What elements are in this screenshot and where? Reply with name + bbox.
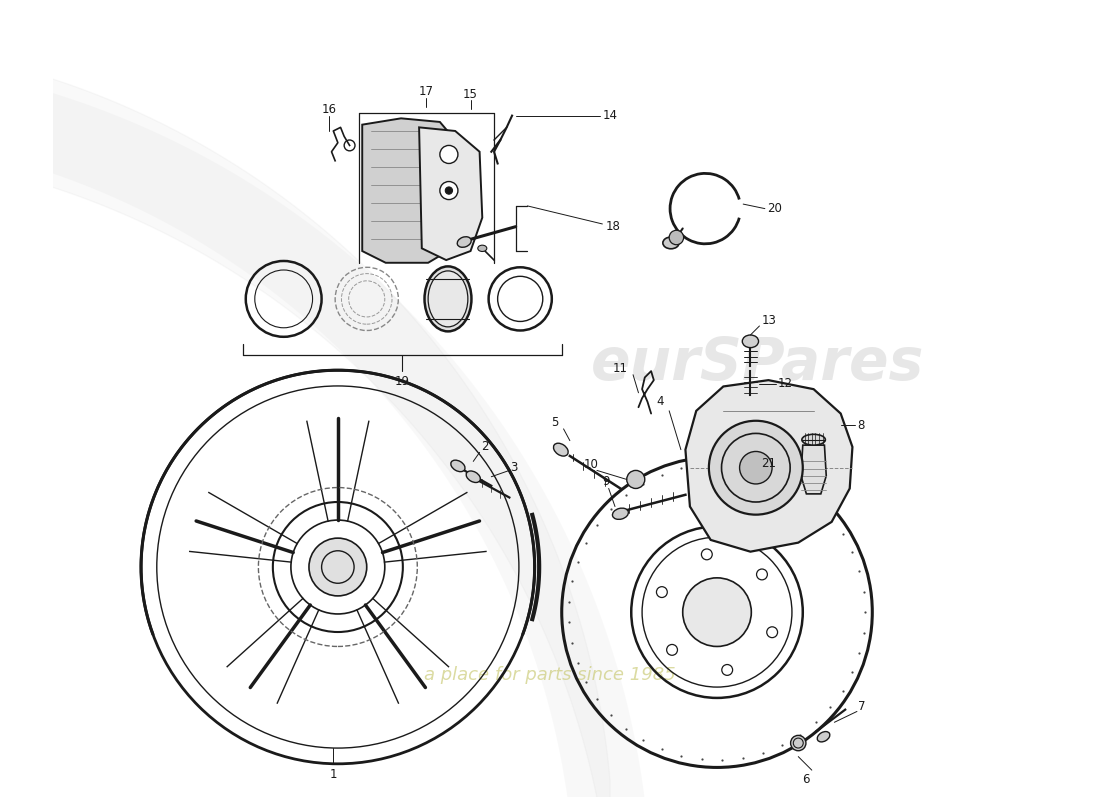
Circle shape [627,470,645,489]
Circle shape [669,230,683,245]
Circle shape [657,586,668,598]
Text: 15: 15 [463,88,478,102]
Text: 3: 3 [510,462,518,474]
Ellipse shape [451,460,465,472]
Text: 8: 8 [857,418,865,432]
Text: 18: 18 [606,220,620,233]
Ellipse shape [428,271,468,327]
Text: a place for parts since 1985: a place for parts since 1985 [425,666,675,684]
Text: 12: 12 [778,378,792,390]
Text: 9: 9 [602,474,609,488]
Circle shape [722,665,733,675]
Circle shape [708,421,803,514]
Text: 14: 14 [603,109,617,122]
Ellipse shape [742,335,759,348]
Circle shape [667,645,678,655]
Circle shape [446,187,452,194]
Text: 16: 16 [321,103,337,116]
Text: eurSPares: eurSPares [591,335,924,392]
Ellipse shape [466,471,481,482]
Text: 7: 7 [858,701,866,714]
Text: 19: 19 [395,375,410,389]
Ellipse shape [425,266,472,331]
Text: 21: 21 [761,457,776,470]
Polygon shape [685,380,852,552]
Circle shape [757,569,768,580]
Circle shape [702,549,712,560]
Circle shape [739,451,772,484]
Ellipse shape [663,237,679,249]
Polygon shape [419,127,482,260]
Text: 1: 1 [330,768,337,781]
Text: 2: 2 [482,441,488,454]
Circle shape [767,627,778,638]
Polygon shape [801,445,826,494]
Ellipse shape [458,237,471,247]
Text: 13: 13 [762,314,777,327]
Text: 20: 20 [767,202,781,215]
Circle shape [791,735,806,750]
Polygon shape [362,118,455,262]
Text: 17: 17 [419,85,433,98]
Ellipse shape [553,443,569,456]
Ellipse shape [802,434,825,445]
Text: 6: 6 [802,773,810,786]
Circle shape [440,146,458,163]
Circle shape [309,538,366,596]
Text: 5: 5 [551,416,558,429]
Ellipse shape [477,245,487,251]
Circle shape [683,578,751,646]
Ellipse shape [613,508,628,519]
Circle shape [440,182,458,199]
Text: 4: 4 [657,395,664,408]
Ellipse shape [817,731,829,742]
Text: 11: 11 [613,362,628,375]
Text: 10: 10 [583,458,598,471]
